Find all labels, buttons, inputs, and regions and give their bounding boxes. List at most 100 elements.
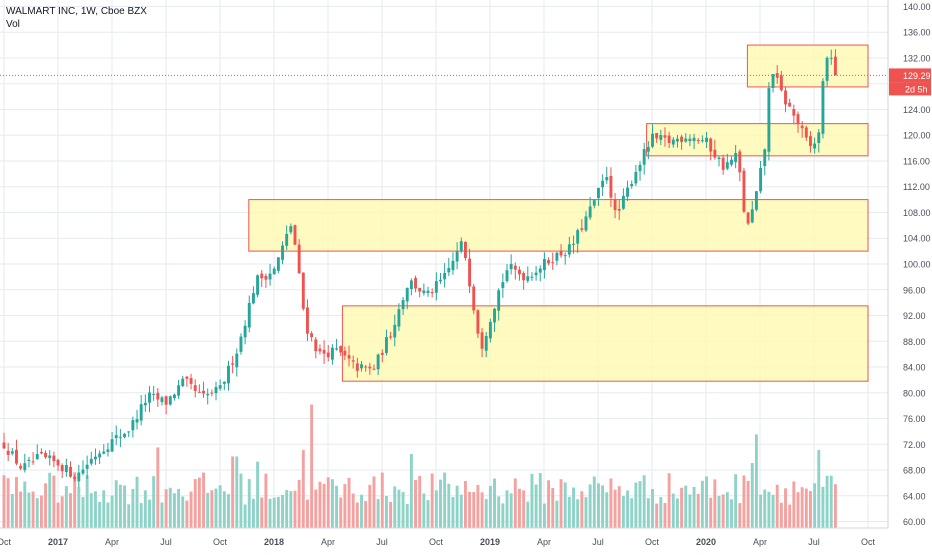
volume-bar xyxy=(227,494,230,528)
time-axis[interactable]: Oct 2017 Apr Jul Oct 2018 Apr Jul Oct 2019 Apr Jul O… xyxy=(0,527,888,547)
symbol-title[interactable]: WALMART INC, 1W, Cboe BZX xyxy=(6,6,147,17)
volume-bar xyxy=(48,472,52,528)
candle xyxy=(335,348,339,350)
candle xyxy=(746,212,750,224)
volume-bar xyxy=(214,488,218,528)
candle xyxy=(555,252,559,261)
candle xyxy=(646,147,650,152)
candle xyxy=(613,199,617,211)
candle xyxy=(409,280,413,289)
volume-bar xyxy=(422,493,426,528)
candle xyxy=(118,436,122,438)
volume-bar xyxy=(6,478,10,528)
zone-rect xyxy=(341,305,869,382)
volume-bar xyxy=(509,493,513,528)
volume-bar xyxy=(634,482,638,528)
candle xyxy=(384,337,388,353)
candle xyxy=(131,420,135,431)
candle xyxy=(659,135,663,140)
candle xyxy=(260,273,264,279)
volume-bar xyxy=(156,447,160,528)
volume-bar xyxy=(164,489,168,528)
candle xyxy=(459,241,463,252)
volume-bar xyxy=(526,501,530,528)
volume-bar xyxy=(476,484,480,528)
volume-bar xyxy=(734,474,738,528)
candle xyxy=(339,346,343,353)
candle xyxy=(69,466,72,477)
volume-bar xyxy=(131,488,135,528)
price-tick-label: 100.00 xyxy=(903,260,931,270)
volume-bar xyxy=(663,502,667,528)
candle xyxy=(310,333,314,338)
candle xyxy=(272,268,276,275)
candle xyxy=(276,257,280,271)
candle xyxy=(721,157,725,170)
volume-bar xyxy=(397,489,401,528)
candle xyxy=(825,57,829,81)
candle xyxy=(439,279,442,282)
candle xyxy=(692,137,696,142)
time-tick-label: Jul xyxy=(808,537,820,547)
volume-bar xyxy=(360,494,363,528)
volume-bar xyxy=(559,479,563,528)
candle xyxy=(455,250,459,262)
candles[interactable] xyxy=(2,49,837,488)
volume-label[interactable]: Vol xyxy=(6,19,20,30)
candle xyxy=(52,455,56,462)
candle xyxy=(771,74,775,89)
candle xyxy=(160,397,164,403)
volume-bar xyxy=(251,498,255,528)
volume-bar xyxy=(56,502,60,528)
candle xyxy=(497,290,501,311)
candle xyxy=(202,390,205,394)
candle xyxy=(164,396,168,405)
candle xyxy=(426,290,430,293)
candle xyxy=(73,477,77,480)
volume-bar xyxy=(597,483,600,528)
volume-bar xyxy=(646,498,650,528)
candle xyxy=(364,366,368,368)
time-tick-label: Oct xyxy=(213,537,228,547)
candle xyxy=(214,387,218,394)
time-tick-label: Oct xyxy=(645,537,660,547)
price-tick-label: 64.00 xyxy=(903,491,926,501)
volume-bar xyxy=(642,475,646,528)
volume-bar xyxy=(800,487,804,528)
candle xyxy=(376,354,380,370)
volume-bar xyxy=(260,497,264,528)
volume-bar xyxy=(52,475,56,528)
volume-bar xyxy=(318,481,322,528)
volume-bar xyxy=(613,489,617,528)
volume-bar xyxy=(231,456,235,528)
candle xyxy=(784,90,787,105)
candle xyxy=(264,275,268,280)
volume-bar xyxy=(106,502,110,528)
volume-bar xyxy=(401,492,405,528)
volume-bar xyxy=(443,472,447,528)
candle xyxy=(414,278,418,289)
volume-bar xyxy=(239,473,243,528)
candle xyxy=(110,439,114,452)
volume-bar xyxy=(584,497,588,528)
candle xyxy=(829,57,833,59)
candle xyxy=(634,171,638,184)
candle xyxy=(563,255,567,257)
candle xyxy=(597,187,600,198)
candle xyxy=(314,339,318,352)
volume-bar xyxy=(671,493,675,528)
price-tick-label: 104.00 xyxy=(903,234,931,244)
price-tick-label: 108.00 xyxy=(903,208,931,218)
candle xyxy=(430,292,434,294)
volume-bar xyxy=(210,490,214,528)
volume-bar xyxy=(335,485,339,528)
volume-bar xyxy=(551,487,555,528)
volume-bar xyxy=(542,503,546,528)
volume-bar xyxy=(563,482,567,528)
candle xyxy=(197,391,201,393)
volume-bar xyxy=(493,478,496,528)
candle xyxy=(218,385,222,389)
candle xyxy=(172,394,176,399)
candle xyxy=(513,265,517,270)
